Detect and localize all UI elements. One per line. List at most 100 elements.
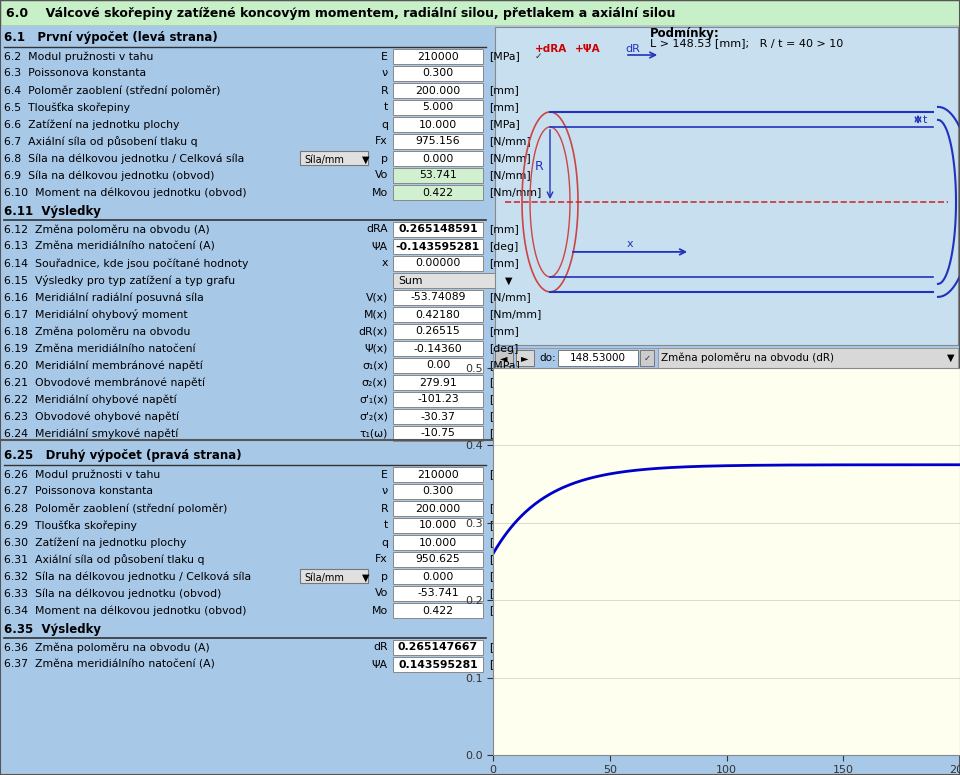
Text: 210000: 210000 — [418, 51, 459, 61]
Text: 0.42180: 0.42180 — [416, 309, 461, 319]
Text: R: R — [535, 160, 543, 174]
Bar — [393, 467, 483, 482]
Text: dR(x): dR(x) — [359, 326, 388, 336]
Text: [Nm/mm]: [Nm/mm] — [489, 188, 541, 198]
Text: -0.14360: -0.14360 — [414, 343, 463, 353]
Text: M(x): M(x) — [364, 309, 388, 319]
Text: [mm]: [mm] — [489, 326, 518, 336]
Text: t: t — [384, 521, 388, 531]
Text: E: E — [381, 51, 388, 61]
Text: [N/mm]: [N/mm] — [489, 136, 531, 146]
Text: σ₁(x): σ₁(x) — [362, 360, 388, 370]
Text: dR: dR — [625, 44, 640, 54]
Text: 0.26515: 0.26515 — [416, 326, 461, 336]
Bar — [393, 324, 483, 339]
Text: [MPa]: [MPa] — [489, 119, 520, 129]
Text: 10.000: 10.000 — [419, 119, 457, 129]
Text: 950.625: 950.625 — [416, 554, 461, 564]
Text: 0.265147667: 0.265147667 — [398, 642, 478, 653]
Text: -30.37: -30.37 — [420, 412, 455, 422]
Text: 0.000: 0.000 — [422, 153, 454, 164]
Text: t: t — [923, 115, 927, 125]
Text: 210000: 210000 — [418, 470, 459, 480]
Text: p: p — [381, 153, 388, 164]
Bar — [393, 49, 483, 64]
Text: [mm]: [mm] — [489, 85, 518, 95]
Text: [Nm/mm]: [Nm/mm] — [489, 309, 541, 319]
Text: q: q — [381, 538, 388, 547]
Bar — [393, 151, 483, 166]
Text: 6.36  Změna poloměru na obvodu (A): 6.36 Změna poloměru na obvodu (A) — [4, 642, 209, 653]
Text: [N/mm]: [N/mm] — [489, 170, 531, 181]
Text: V(x): V(x) — [366, 292, 388, 302]
Text: 200.000: 200.000 — [416, 85, 461, 95]
Text: Sum: Sum — [398, 275, 422, 285]
Bar — [393, 290, 483, 305]
Text: 148.53000: 148.53000 — [570, 353, 626, 363]
Text: 6.11  Výsledky: 6.11 Výsledky — [4, 205, 101, 218]
Text: Vo: Vo — [374, 588, 388, 598]
Text: 6.17  Meridiální ohybový moment: 6.17 Meridiální ohybový moment — [4, 309, 187, 320]
Text: Podmínky:: Podmínky: — [650, 27, 720, 40]
Bar — [393, 586, 483, 601]
Text: 6.5  Tloušťka skořepiny: 6.5 Tloušťka skořepiny — [4, 102, 130, 113]
Bar — [516, 350, 534, 366]
Text: ΨA: ΨA — [372, 660, 388, 670]
Text: ▼: ▼ — [505, 275, 513, 285]
Text: 53.741: 53.741 — [420, 170, 457, 181]
Text: σ'₁(x): σ'₁(x) — [359, 394, 388, 405]
Text: ▼: ▼ — [362, 154, 370, 164]
Text: 6.4  Poloměr zaoblení (střední poloměr): 6.4 Poloměr zaoblení (střední poloměr) — [4, 85, 221, 96]
Text: 0.300: 0.300 — [422, 68, 454, 78]
Text: Mo: Mo — [372, 605, 388, 615]
Text: σ'₂(x): σ'₂(x) — [359, 412, 388, 422]
Text: -101.23: -101.23 — [418, 394, 459, 405]
Text: dRA: dRA — [367, 225, 388, 235]
Text: R: R — [380, 85, 388, 95]
Bar — [393, 134, 483, 149]
Text: [mm]: [mm] — [489, 521, 518, 531]
Text: 6.16  Meridiální radiální posuvná síla: 6.16 Meridiální radiální posuvná síla — [4, 292, 204, 303]
Text: 0.265148591: 0.265148591 — [398, 225, 478, 235]
Text: 0.143595281: 0.143595281 — [398, 660, 478, 670]
Text: [N/mm]: [N/mm] — [489, 153, 531, 164]
Text: 6.26  Modul pružnosti v tahu: 6.26 Modul pružnosti v tahu — [4, 469, 160, 480]
Text: [deg]: [deg] — [489, 343, 518, 353]
Text: Síla/mm: Síla/mm — [304, 154, 344, 164]
Bar — [393, 552, 483, 567]
Text: -10.75: -10.75 — [420, 429, 455, 439]
Text: -53.741: -53.741 — [418, 588, 459, 598]
Text: 6.0    Válcové skořepiny zatížené koncovým momentem, radiální silou, přetlakem a: 6.0 Válcové skořepiny zatížené koncovým … — [6, 6, 676, 19]
Bar — [393, 66, 483, 81]
Bar — [393, 501, 483, 516]
Text: σ₂(x): σ₂(x) — [362, 377, 388, 388]
Text: [mm]: [mm] — [489, 259, 518, 268]
Text: [MPa]: [MPa] — [489, 538, 520, 547]
Text: +dRA: +dRA — [535, 44, 567, 54]
Text: [Nm/mm]: [Nm/mm] — [489, 605, 541, 615]
Text: p: p — [381, 571, 388, 581]
Text: 6.29  Tloušťka skořepiny: 6.29 Tloušťka skořepiny — [4, 520, 137, 531]
Bar — [0, 28, 490, 48]
Text: 6.34  Moment na délkovou jednotku (obvod): 6.34 Moment na délkovou jednotku (obvod) — [4, 605, 247, 616]
Bar — [393, 657, 483, 672]
Text: 6.32  Síla na délkovou jednotku / Celková síla: 6.32 Síla na délkovou jednotku / Celková… — [4, 571, 252, 582]
Text: Vo: Vo — [374, 170, 388, 181]
Text: 6.23  Obvodové ohybové napětí: 6.23 Obvodové ohybové napětí — [4, 412, 179, 422]
Text: 6.20  Meridiální membránové napětí: 6.20 Meridiální membránové napětí — [4, 360, 203, 370]
Text: [N/mm]: [N/mm] — [489, 588, 531, 598]
Text: [N/mm]: [N/mm] — [489, 554, 531, 564]
Text: [mm]: [mm] — [489, 642, 518, 653]
Text: 6.1   První výpočet (levá strana): 6.1 První výpočet (levá strana) — [4, 32, 218, 44]
Text: [mm]: [mm] — [489, 504, 518, 514]
Bar — [532, 468, 544, 480]
Bar — [393, 518, 483, 533]
Text: Fx: Fx — [375, 136, 388, 146]
Text: 0.422: 0.422 — [422, 188, 453, 198]
Bar — [0, 0, 960, 26]
Bar — [493, 348, 960, 368]
Text: ✓: ✓ — [643, 353, 651, 363]
Text: 6.21  Obvodové membránové napětí: 6.21 Obvodové membránové napětí — [4, 377, 205, 388]
Text: 6.13  Změna meridiálního natočení (A): 6.13 Změna meridiálního natočení (A) — [4, 242, 215, 252]
Text: [MPa]: [MPa] — [489, 470, 520, 480]
